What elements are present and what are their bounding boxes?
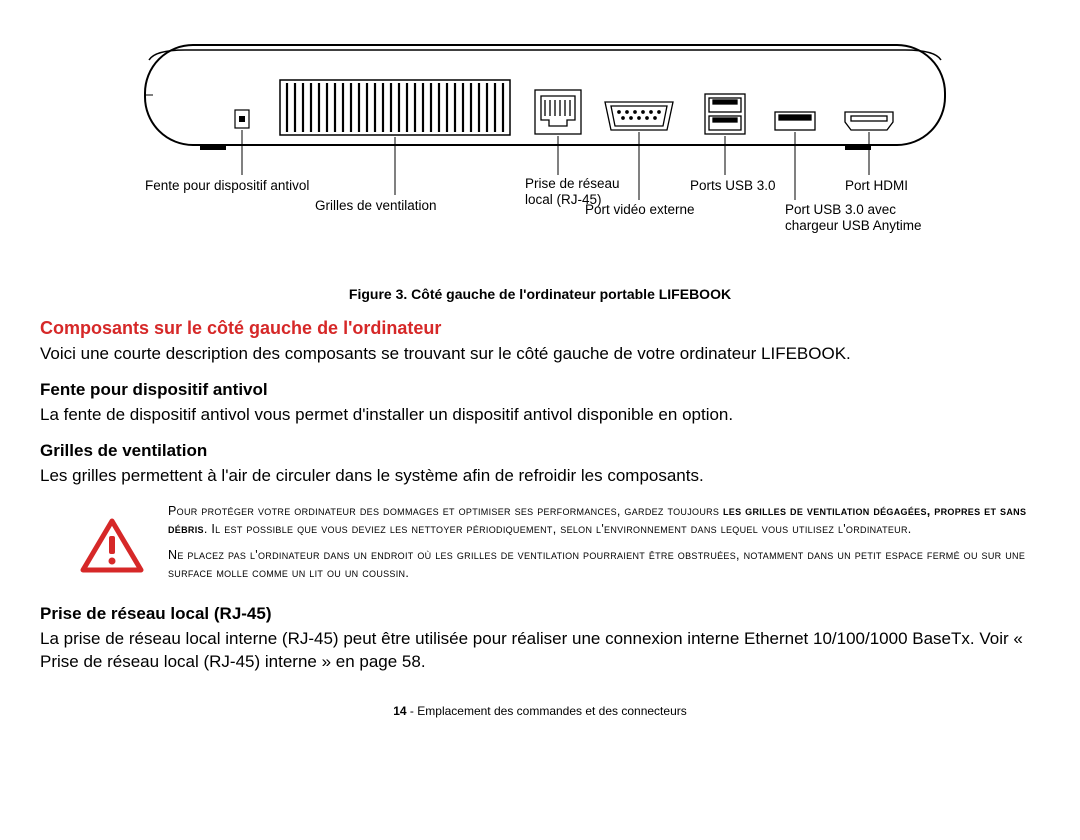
label-antitheft: Fente pour dispositif antivol [145, 178, 309, 193]
label-hdmi: Port HDMI [845, 178, 908, 193]
vents-body: Les grilles permettent à l'air de circul… [40, 465, 1040, 488]
laptop-side-svg: Fente pour dispositif antivol Grilles de… [105, 20, 975, 280]
page-footer: 14 - Emplacement des commandes et des co… [40, 704, 1040, 718]
antitheft-body: La fente de dispositif antivol vous perm… [40, 404, 1040, 427]
label-usb-any-l1: Port USB 3.0 avec [785, 202, 896, 217]
warn-p1-pre: Pour protéger votre ordinateur des domma… [168, 504, 723, 518]
warning-icon [80, 518, 144, 574]
rj45-heading: Prise de réseau local (RJ-45) [40, 604, 1040, 624]
warning-block: Pour protéger votre ordinateur des domma… [40, 502, 1040, 591]
footer-pagenum: 14 [393, 704, 406, 718]
section-heading: Composants sur le côté gauche de l'ordin… [40, 318, 1040, 339]
label-usb-any-l2: chargeur USB Anytime [785, 218, 922, 233]
label-vga: Port vidéo externe [585, 202, 695, 217]
antitheft-heading: Fente pour dispositif antivol [40, 380, 1040, 400]
warn-p2: Ne placez pas l'ordinateur dans un endro… [168, 546, 1040, 582]
footer-sep: - [407, 704, 418, 718]
rj45-body: La prise de réseau local interne (RJ-45)… [40, 628, 1040, 674]
footer-text: Emplacement des commandes et des connect… [417, 704, 686, 718]
warn-p1-post: . Il est possible que vous deviez les ne… [204, 522, 912, 536]
label-vents: Grilles de ventilation [315, 198, 437, 213]
label-usb-ports: Ports USB 3.0 [690, 178, 776, 193]
section-intro: Voici une courte description des composa… [40, 343, 1040, 366]
page-root: Fente pour dispositif antivol Grilles de… [0, 20, 1080, 748]
figure-3: Fente pour dispositif antivol Grilles de… [40, 20, 1040, 302]
label-rj45-l1: Prise de réseau [525, 176, 620, 191]
warning-text: Pour protéger votre ordinateur des domma… [168, 502, 1040, 591]
vents-heading: Grilles de ventilation [40, 441, 1040, 461]
figure-caption: Figure 3. Côté gauche de l'ordinateur po… [40, 286, 1040, 302]
